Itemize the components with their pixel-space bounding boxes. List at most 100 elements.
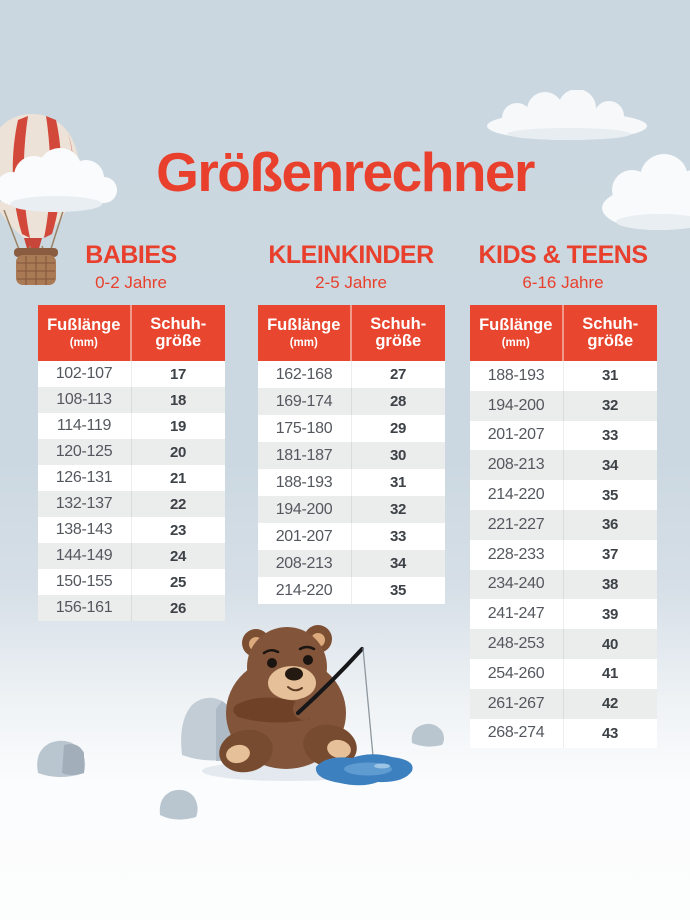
table-row: 181-187 30	[257, 442, 445, 469]
foot-length-cell: 268-274	[487, 724, 545, 742]
table-row: 108-113 18	[37, 387, 225, 413]
foot-length-cell: 194-200	[275, 500, 333, 518]
foot-length-cell: 102-107	[55, 365, 113, 382]
table-row: 188-193 31	[257, 469, 445, 496]
cloud-icon	[0, 148, 117, 212]
table-row: 156-161 26	[37, 595, 225, 621]
size-table-kleinkinder: Fußlänge (mm) Schuh- größe 162-168 27 169-…	[257, 305, 445, 604]
foot-length-cell: 108-113	[56, 391, 112, 408]
table-row: 234-240 38	[469, 569, 657, 600]
table-row: 221-227 36	[469, 509, 657, 540]
water-puddle	[315, 754, 413, 786]
foot-length-cell: 254-260	[487, 664, 545, 682]
rock	[411, 723, 444, 747]
foot-length-cell: 228-233	[487, 545, 545, 563]
shoe-size-label-2: größe	[375, 332, 422, 350]
foot-length-cell: 234-240	[487, 575, 545, 593]
shoe-size-cell: 38	[562, 569, 657, 600]
foot-length-cell: 138-143	[55, 521, 113, 538]
shoe-size-cell: 18	[130, 387, 225, 413]
foot-length-label: Fußlänge	[267, 315, 341, 334]
table-row: 248-253 40	[469, 629, 657, 659]
foot-length-cell: 214-220	[487, 486, 545, 504]
section-heading: KIDS & TEENS	[478, 241, 648, 269]
table-row: 194-200 32	[469, 390, 657, 421]
foot-length-unit: (mm)	[69, 337, 98, 350]
foot-length-unit: (mm)	[501, 337, 530, 350]
foot-length-cell: 188-193	[275, 473, 333, 491]
foot-length-cell: 208-213	[275, 554, 333, 572]
shoe-size-cell: 32	[350, 496, 445, 523]
shoe-size-cell: 33	[562, 420, 657, 451]
shoe-size-cell: 43	[562, 718, 657, 749]
size-table-kids-teens: Fußlänge (mm) Schuh- größe 188-193 31 194-…	[469, 305, 657, 749]
shoe-size-cell: 31	[350, 469, 445, 496]
table-row: 214-220 35	[257, 577, 445, 604]
foot-length-cell: 261-267	[487, 694, 545, 712]
foot-length-cell: 162-168	[275, 365, 333, 383]
shoe-size-cell: 27	[350, 361, 445, 388]
shoe-size-cell: 17	[130, 361, 225, 387]
foot-length-header: Fußlänge (mm)	[258, 305, 351, 361]
foot-length-label: Fußlänge	[479, 315, 553, 334]
shoe-size-cell: 28	[350, 388, 445, 415]
foot-length-cell: 144-149	[55, 547, 113, 564]
shoe-size-cell: 21	[130, 465, 225, 491]
foot-length-cell: 120-125	[55, 443, 113, 460]
table-row: 114-119 19	[37, 413, 225, 439]
table-row: 241-247 39	[469, 599, 657, 630]
foot-length-cell: 114-119	[56, 417, 112, 434]
table-row: 194-200 32	[257, 496, 445, 523]
foot-length-header: Fußlänge (mm)	[470, 305, 563, 361]
shoe-size-cell: 30	[350, 442, 445, 469]
fishing-rod	[296, 647, 364, 715]
table-row: 208-213 34	[257, 550, 445, 577]
foot-length-cell: 194-200	[487, 396, 545, 414]
shoe-size-cell: 34	[350, 550, 445, 577]
shoe-size-cell: 29	[350, 415, 445, 442]
section-kleinkinder: KLEINKINDER 2-5 Jahre Fußlänge (mm) Schu…	[255, 241, 447, 604]
shoe-size-cell: 35	[350, 577, 445, 604]
shoe-size-cell: 32	[562, 390, 657, 421]
foot-length-cell: 201-207	[275, 527, 333, 545]
table-row: 144-149 24	[37, 543, 225, 569]
table-row: 228-233 37	[469, 539, 657, 570]
rock	[159, 789, 198, 820]
table-row: 208-213 34	[469, 450, 657, 481]
shoe-size-header: Schuh- größe	[350, 305, 445, 361]
shoe-size-cell: 39	[562, 599, 657, 630]
shoe-size-cell: 41	[562, 658, 657, 689]
table-row: 102-107 17	[37, 361, 225, 387]
table-row: 120-125 20	[37, 439, 225, 465]
shoe-size-cell: 20	[130, 439, 225, 465]
shoe-size-cell: 36	[562, 509, 657, 540]
foot-length-cell: 156-161	[55, 599, 113, 616]
shoe-size-cell: 31	[562, 361, 657, 391]
table-body: 162-168 27 169-174 28 175-180 29 181-187 30 188-…	[257, 361, 445, 604]
table-row: 126-131 21	[37, 465, 225, 491]
table-row: 268-274 43	[469, 718, 657, 749]
table-header: Fußlänge (mm) Schuh- größe	[37, 305, 225, 361]
shoe-size-label-2: größe	[587, 332, 634, 350]
shoe-size-cell: 25	[130, 569, 225, 595]
shoe-size-cell: 40	[562, 629, 657, 659]
size-table-babies: Fußlänge (mm) Schuh- größe 102-107 17 108-…	[37, 305, 225, 621]
shoe-size-cell: 22	[130, 491, 225, 517]
shoe-size-label-1: Schuh-	[582, 314, 639, 333]
table-body: 188-193 31 194-200 32 201-207 33 208-213 34 214-…	[469, 361, 657, 749]
foot-length-cell: 201-207	[487, 426, 545, 444]
foot-length-cell: 169-174	[275, 392, 333, 410]
teddy-bear	[219, 625, 357, 773]
table-header: Fußlänge (mm) Schuh- größe	[257, 305, 445, 361]
table-row: 138-143 23	[37, 517, 225, 543]
shoe-size-cell: 26	[130, 595, 225, 621]
page-title: Größenrechner	[156, 141, 535, 203]
foot-length-cell: 181-187	[275, 446, 333, 464]
section-heading: BABIES	[85, 241, 177, 269]
shoe-size-label-2: größe	[155, 332, 202, 350]
foot-length-label: Fußlänge	[47, 315, 121, 334]
shoe-size-header: Schuh- größe	[562, 305, 657, 361]
table-row: 214-220 35	[469, 480, 657, 510]
table-row: 150-155 25	[37, 569, 225, 595]
shoe-size-cell: 19	[130, 413, 225, 439]
